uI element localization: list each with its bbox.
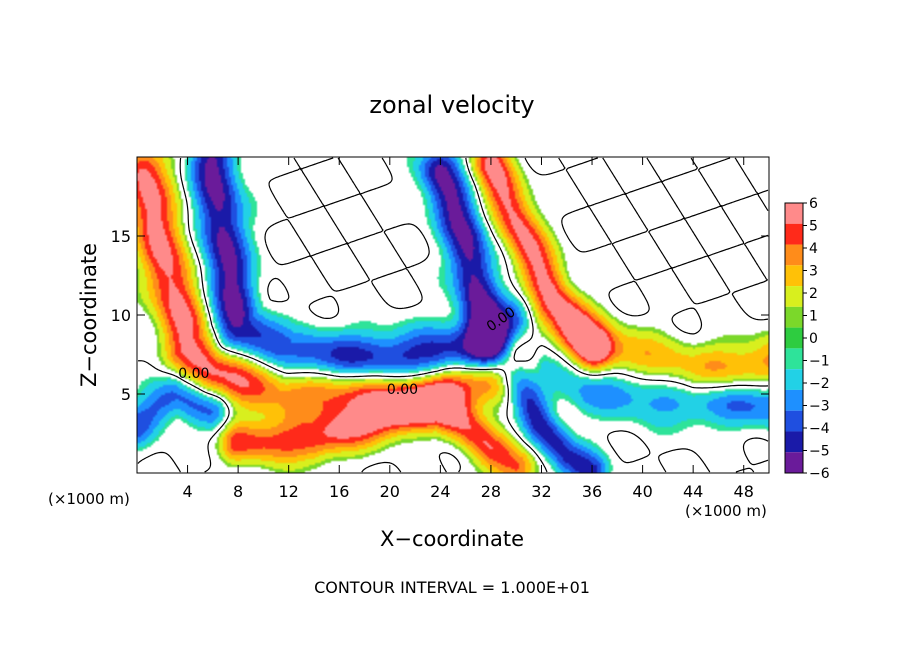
colorbar-tick-label: 5 xyxy=(809,219,818,235)
colorbar-tick-label: −1 xyxy=(809,354,830,370)
x-tick-label: 20 xyxy=(380,482,400,501)
colorbar-swatch xyxy=(785,306,803,328)
x-tick-label: 28 xyxy=(481,482,501,501)
x-tick-label: 48 xyxy=(734,482,754,501)
colorbar-tick-label: −6 xyxy=(809,466,830,482)
contour-lines xyxy=(137,157,769,473)
colorbar: 6 5 4 3 2 1 0 −1 −2 −3 −4 −5 −6 xyxy=(784,196,830,482)
colorbar-tick-label: 1 xyxy=(809,309,818,325)
z-tick-label: 10 xyxy=(111,306,131,325)
colorbar-swatch xyxy=(785,389,803,411)
contour-label: 0.00 xyxy=(387,382,418,398)
zero-contour-line xyxy=(137,157,769,473)
z-axis: 5 10 15 xyxy=(111,227,769,404)
colorbar-swatch xyxy=(785,286,803,307)
chart-title: zonal velocity xyxy=(369,91,534,119)
x-tick-label: 8 xyxy=(233,482,243,501)
x-tick-label: 4 xyxy=(182,482,192,501)
x-tick-label: 16 xyxy=(329,482,349,501)
colorbar-swatch xyxy=(785,265,803,287)
colorbar-swatch xyxy=(785,327,803,349)
z-unit-note: (×1000 m) xyxy=(48,490,130,508)
colorbar-swatch xyxy=(785,431,803,453)
z-tick-label: 5 xyxy=(121,385,131,404)
colorbar-tick-label: −2 xyxy=(809,376,830,392)
colorbar-tick-label: −3 xyxy=(809,399,830,415)
z-axis-label: Z−coordinate xyxy=(77,243,101,387)
x-tick-label: 24 xyxy=(430,482,450,501)
colorbar-swatch xyxy=(785,244,803,266)
z-tick-label: 15 xyxy=(111,227,131,246)
colorbar-swatch xyxy=(785,348,803,370)
x-tick-label: 12 xyxy=(279,482,299,501)
plot-area xyxy=(137,157,769,473)
colorbar-tick-label: −4 xyxy=(809,421,830,437)
colorbar-swatch xyxy=(785,369,803,390)
colorbar-tick-label: 3 xyxy=(809,264,818,280)
colorbar-swatch xyxy=(785,452,803,473)
x-tick-label: 40 xyxy=(632,482,652,501)
colorbar-tick-label: 4 xyxy=(809,241,818,257)
colorbar-swatch xyxy=(785,410,803,432)
colorbar-swatch xyxy=(785,203,803,224)
x-tick-label: 44 xyxy=(683,482,703,501)
velocity-heatmap xyxy=(137,157,769,473)
colorbar-swatch xyxy=(785,223,803,245)
colorbar-tick-label: 6 xyxy=(809,196,818,212)
colorbar-tick-label: 2 xyxy=(809,286,818,302)
x-tick-label: 32 xyxy=(531,482,551,501)
x-axis: 4 8 12 16 20 24 28 32 36 40 44 48 xyxy=(182,157,754,501)
contour-label: 0.00 xyxy=(178,366,209,382)
contour-interval-note: CONTOUR INTERVAL = 1.000E+01 xyxy=(314,578,590,597)
x-tick-label: 36 xyxy=(582,482,602,501)
x-unit-note: (×1000 m) xyxy=(685,502,767,520)
colorbar-tick-label: −5 xyxy=(809,444,830,460)
x-axis-label: X−coordinate xyxy=(380,527,524,551)
colorbar-tick-label: 0 xyxy=(809,331,818,347)
